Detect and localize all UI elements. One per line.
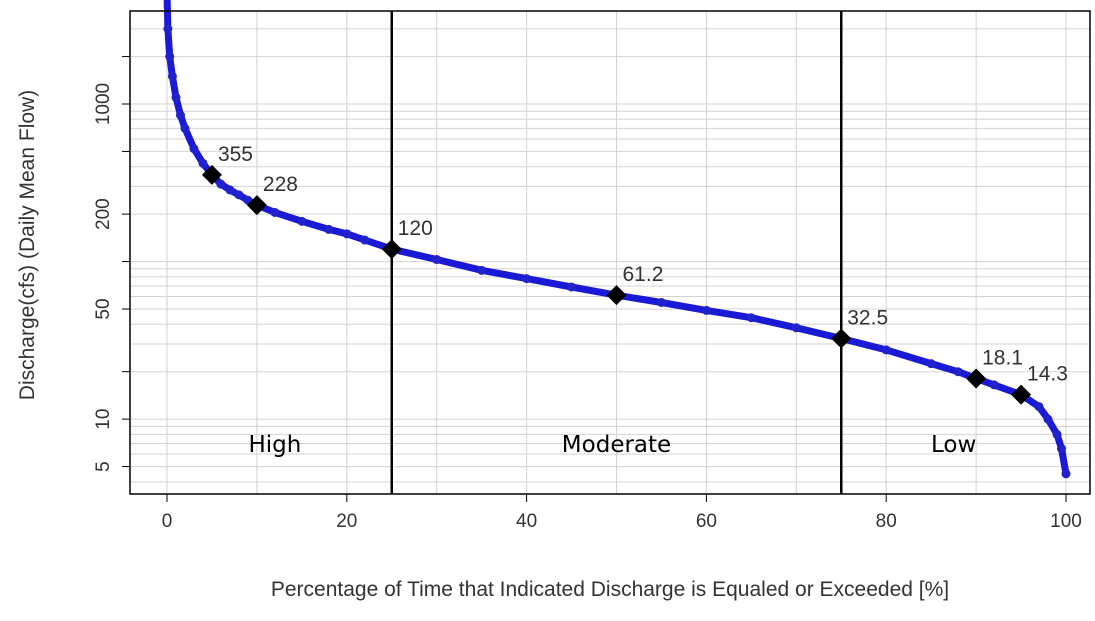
series-point [180, 123, 190, 133]
series-point [1034, 402, 1044, 412]
series-point [989, 380, 999, 390]
labeled-point-label: 14.3 [1027, 363, 1068, 386]
x-axis-tick-label: 40 [516, 511, 537, 532]
series-point [791, 323, 801, 333]
series-point [234, 190, 244, 200]
series-point [1057, 444, 1067, 454]
axes: 0 20 40 60 80 100 5 10 50 200 1000 [93, 56, 1082, 532]
series-point [522, 274, 532, 284]
series-point [953, 367, 963, 377]
series-point [225, 185, 235, 195]
series-point [1061, 469, 1071, 479]
labeled-point-marker [1011, 384, 1032, 405]
labeled-point-label: 32.5 [847, 306, 888, 329]
series-point [701, 305, 711, 315]
labeled-point-label: 18.1 [982, 347, 1023, 370]
series-point [1043, 414, 1053, 424]
y-axis-tick-label: 1000 [93, 83, 114, 125]
y-axis-tick-label: 200 [93, 198, 114, 230]
x-axis-label: Percentage of Time that Indicated Discha… [271, 578, 949, 601]
y-axis-tick-label: 50 [93, 298, 114, 319]
series-point [1052, 429, 1062, 439]
labeled-point-label: 61.2 [623, 263, 664, 286]
y-axis-label: Discharge(cfs) (Daily Mean Flow) [16, 90, 39, 400]
grid [130, 11, 1090, 494]
series-point [746, 313, 756, 323]
series-point [270, 207, 280, 217]
labeled-point-label: 120 [398, 217, 433, 240]
x-axis-tick-label: 60 [696, 511, 717, 532]
zone-label: Low [931, 432, 976, 458]
series-point [163, 24, 173, 34]
zone-labels: High Moderate Low [248, 432, 976, 458]
series-point [167, 71, 177, 81]
labeled-point-label: 355 [218, 143, 253, 166]
labeled-point-label: 228 [263, 173, 298, 196]
labeled-point-marker [246, 195, 267, 216]
x-axis-tick-label: 0 [162, 511, 173, 532]
series-point [926, 359, 936, 369]
series-point [432, 255, 442, 265]
x-axis-tick-label: 80 [876, 511, 897, 532]
series-point [175, 110, 185, 120]
series-point [360, 235, 370, 245]
series-point [656, 297, 666, 307]
series-point [342, 229, 352, 239]
labeled-point-marker [966, 368, 987, 389]
zone-label: Moderate [562, 432, 671, 458]
series-point [297, 216, 307, 226]
series-point [189, 144, 199, 154]
labeled-points: 355 228 120 61.2 32.5 18.114.3 [201, 143, 1068, 405]
y-axis-tick-label: 10 [93, 409, 114, 430]
series-point [216, 179, 226, 189]
series-point [567, 282, 577, 292]
labeled-point-marker [201, 164, 222, 185]
labeled-point-marker [606, 285, 627, 306]
y-axis-tick-label: 5 [93, 461, 114, 472]
series-point [165, 52, 175, 62]
x-axis-tick-label: 100 [1050, 511, 1082, 532]
plot-frame [129, 10, 1091, 495]
zone-label: High [248, 432, 301, 458]
labeled-point-marker [381, 239, 402, 260]
x-axis-tick-label: 20 [336, 511, 357, 532]
series-point [324, 224, 334, 234]
series-point [477, 265, 487, 275]
labeled-point-marker [831, 328, 852, 349]
series-point [198, 158, 208, 168]
series-point [881, 345, 891, 355]
series-point [171, 92, 181, 102]
